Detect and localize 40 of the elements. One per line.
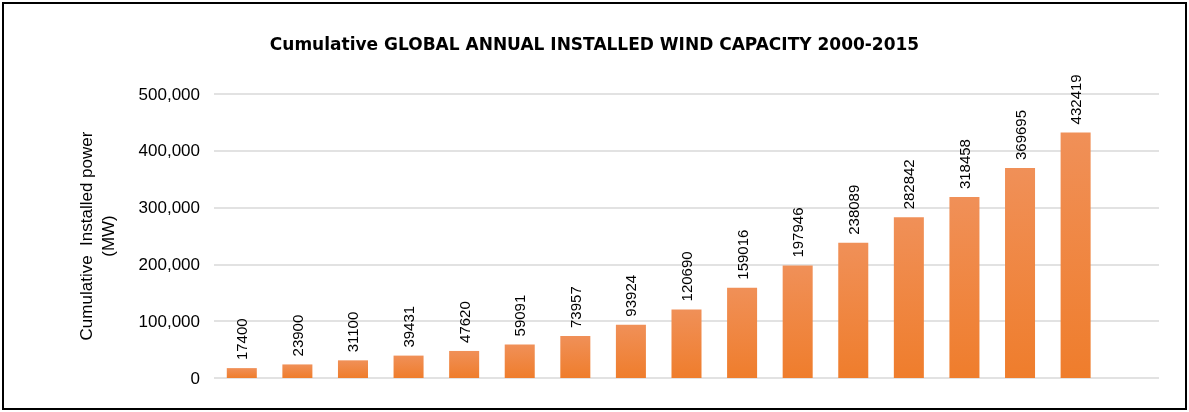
y-tick-label: 300,000: [138, 198, 200, 218]
bar: [282, 364, 313, 378]
data-label: 318458: [955, 139, 973, 190]
y-tick-label: 200,000: [138, 254, 200, 274]
data-label: 23900: [288, 314, 306, 357]
data-label: 238089: [844, 184, 862, 235]
bar: [782, 265, 813, 378]
data-label: 31100: [344, 311, 362, 353]
bar: [226, 368, 257, 378]
data-label: 59091: [511, 294, 529, 337]
data-label: 73957: [566, 286, 584, 328]
bar: [615, 324, 646, 378]
bar: [449, 350, 480, 378]
data-label: 47620: [455, 301, 473, 343]
bar: [1005, 168, 1036, 378]
y-axis-title: Cumulative Installed power (MW): [76, 131, 118, 341]
data-label: 369695: [1011, 109, 1029, 161]
data-label: 197946: [789, 207, 807, 258]
data-label: 120690: [678, 251, 695, 302]
chart-title: Cumulative GLOBAL ANNUAL INSTALLED WIND CAPACITY 2000-2015: [269, 33, 920, 54]
bar: [727, 287, 758, 378]
data-label: 432419: [1067, 74, 1085, 125]
data-label: 282842: [900, 159, 918, 210]
data-label: 39431: [400, 305, 418, 348]
y-tick-label: 500,000: [138, 84, 200, 104]
bar: [1060, 132, 1091, 378]
bar: [504, 344, 535, 378]
data-label: 17400: [233, 318, 251, 361]
bar: [949, 197, 980, 378]
bar: [893, 217, 924, 378]
bar: [838, 242, 869, 378]
y-tick-label: 0: [190, 368, 200, 388]
bar: [671, 309, 702, 378]
bar: [393, 355, 424, 378]
data-label: 93924: [622, 274, 640, 317]
bar: [337, 360, 368, 378]
data-label: 159016: [733, 229, 751, 280]
y-tick-label: 400,000: [138, 141, 200, 161]
bar: [560, 335, 591, 378]
y-tick-label: 100,000: [138, 311, 200, 331]
